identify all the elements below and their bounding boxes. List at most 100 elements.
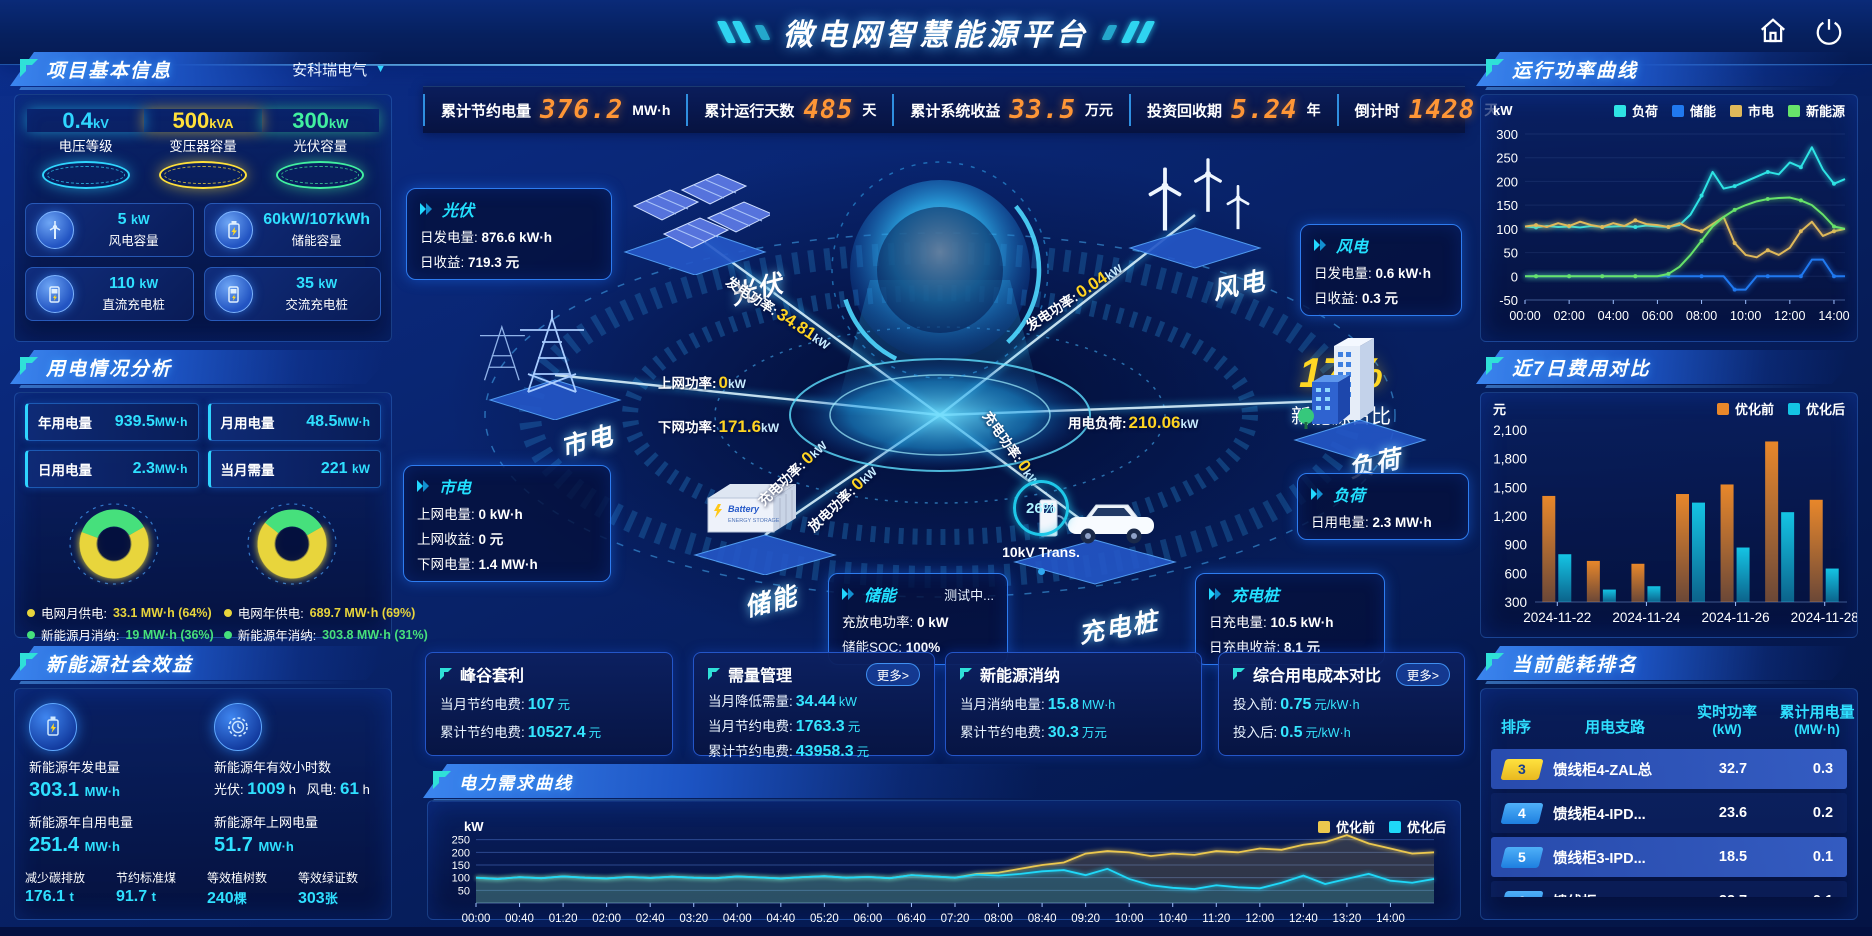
svg-text:04:00: 04:00 — [1598, 309, 1629, 323]
svg-text:300: 300 — [1504, 595, 1527, 610]
panel-title: 运行功率曲线 — [1512, 60, 1639, 82]
podium-ring — [276, 161, 365, 190]
svg-text:13:20: 13:20 — [1333, 913, 1362, 925]
benefit-trees: 等效植树数 240棵 — [207, 871, 268, 907]
kpi-value: 5.24 — [1231, 95, 1298, 125]
benefit-to-grid: 新能源年上网电量 51.7 MW·h — [214, 815, 319, 856]
company-select[interactable]: 安科瑞电气 ▼ — [292, 59, 386, 80]
panel-corner-icon — [431, 769, 453, 796]
svg-text:14:00: 14:00 — [1376, 913, 1405, 925]
more-button[interactable]: 更多> — [1395, 662, 1450, 686]
capacity-card-dc-charger: 110 kW 直流充电桩 — [25, 267, 195, 322]
pv-node-icon — [620, 160, 774, 280]
svg-text:50: 50 — [1504, 246, 1518, 261]
svg-text:ENERGY STORAGE: ENERGY STORAGE — [728, 518, 780, 524]
charger-icon — [36, 275, 74, 314]
page-title: 微电网智慧能源平台 — [783, 19, 1089, 52]
svg-text:250: 250 — [1496, 151, 1518, 166]
stat-day-usage: 日用电量 2.3MW·h — [25, 450, 199, 488]
panel-project-info: 项目基本信息 安科瑞电气 ▼ 0.4kV 电压等级 500kVA 变压器容量 — [10, 52, 396, 344]
panel-corner-icon — [18, 57, 40, 84]
svg-text:50: 50 — [458, 885, 470, 897]
svg-text:1,800: 1,800 — [1493, 452, 1527, 467]
capacity-card-ac-charger: 35 kW 交流充电桩 — [204, 267, 381, 322]
svg-text:2024-11-26: 2024-11-26 — [1702, 610, 1770, 625]
stat-month-demand: 当月需量 221 kW — [207, 450, 381, 488]
kpi-unit: 万元 — [1085, 102, 1114, 118]
table-row[interactable]: 4 馈线柜4-IPD... 23.6 0.2 — [1491, 793, 1847, 833]
svg-text:12:40: 12:40 — [1289, 913, 1318, 925]
svg-text:10:40: 10:40 — [1158, 913, 1187, 925]
svg-text:2024-11-24: 2024-11-24 — [1612, 610, 1681, 625]
svg-text:200: 200 — [452, 847, 470, 859]
svg-text:06:40: 06:40 — [897, 913, 926, 925]
chart-legend: 负荷 储能 市电 新能源 — [1613, 101, 1845, 120]
kpi-label: 累计系统收益 — [910, 102, 1001, 120]
svg-text:150: 150 — [1496, 198, 1518, 213]
svg-text:12:00: 12:00 — [1774, 309, 1805, 323]
benefit-co2: 减少碳排放 176.1 t — [25, 871, 86, 905]
svg-text:05:20: 05:20 — [810, 913, 839, 925]
svg-text:02:00: 02:00 — [592, 913, 621, 925]
table-row[interactable]: 5 馈线柜3-IPD... 18.5 0.1 — [1491, 837, 1847, 877]
flow-from-grid-power: 下网功率: 171.6kW — [658, 417, 780, 436]
panel-cost-compare: 近7日费用对比 元 优化前 优化后 300 600 900 1,200 1,500 1,80… — [1476, 350, 1862, 640]
svg-text:150: 150 — [452, 860, 470, 872]
benefit-certs: 等效绿证数 303张 — [298, 871, 359, 907]
panel-energy-ranking: 当前能耗排名 排序 用电支路 实时功率 (kW) 累计用电量 (MW·h) 3 馈线… — [1476, 646, 1862, 922]
legend-item: 优化前 — [1317, 817, 1375, 836]
legend-item: 优化后 — [1787, 399, 1845, 418]
legend-item: 市电 — [1729, 101, 1774, 120]
svg-text:14:00: 14:00 — [1818, 309, 1849, 323]
svg-text:00:40: 00:40 — [505, 913, 534, 925]
power-icon[interactable] — [1814, 16, 1844, 46]
energy-icon — [29, 703, 77, 751]
legend-item: 新能源月消纳: 19 MW·h (36%) — [27, 625, 214, 644]
kpi-label: 投资回收期 — [1147, 102, 1223, 120]
wind-info-box: 风电 日发电量: 0.6 kW·h 日收益: 0.3 元 — [1300, 224, 1462, 316]
home-icon[interactable] — [1758, 16, 1788, 46]
card-peak-valley-arbitrage: 峰谷套利 当月节约电费: 107 元 累计节约电费: 10527.4 元 — [425, 652, 673, 756]
table-row[interactable]: 6 馈线柜6-IPD 22.7 0.1 — [1491, 881, 1847, 897]
svg-text:08:00: 08:00 — [1686, 309, 1717, 323]
legend-item: 电网年供电: 689.7 MW·h (69%) — [223, 603, 428, 622]
kpi-unit: MW·h — [632, 102, 671, 118]
wind-turbine-icon — [36, 211, 74, 250]
demand-curve-chart: 50 100 150 200 250 00:00 00:40 01:20 02:00 02:40 0… — [434, 819, 1454, 936]
svg-text:0: 0 — [1511, 269, 1518, 284]
svg-text:04:40: 04:40 — [766, 913, 795, 925]
panel-corner-icon — [1484, 651, 1506, 678]
rank-badge: 3 — [1500, 758, 1544, 780]
svg-text:02:00: 02:00 — [1553, 309, 1584, 323]
svg-text:100: 100 — [452, 873, 470, 885]
y-axis-label: kW — [1493, 103, 1513, 118]
ranking-table-header: 排序 用电支路 实时功率 (kW) 累计用电量 (MW·h) — [1500, 704, 1855, 737]
podium-ring — [158, 161, 247, 190]
svg-text:03:20: 03:20 — [679, 913, 708, 925]
storage-status: 测试中... — [944, 587, 994, 603]
svg-text:250: 250 — [452, 835, 470, 847]
kpi-payback: 投资回收期 5.24 年 — [1129, 94, 1337, 126]
battery-icon — [215, 211, 254, 250]
svg-text:200: 200 — [1496, 174, 1518, 189]
legend-item: 储能 — [1671, 101, 1716, 120]
svg-text:100: 100 — [1496, 222, 1518, 237]
svg-text:11:20: 11:20 — [1202, 913, 1230, 925]
charger-icon — [215, 275, 254, 314]
panel-demand-curve: 电力需求曲线 kW 优化前 优化后 50 100 150 200 250 00:00 00:4… — [423, 764, 1465, 925]
grid-node-icon — [478, 300, 630, 425]
podium-pv: 300kW 光伏容量 — [262, 109, 379, 190]
transformer-ring: 26% — [1013, 480, 1069, 536]
more-button[interactable]: 更多> — [865, 662, 920, 686]
kpi-bar: 累计节约电量 376.2 MW·h 累计运行天数 485 天 累计系统收益 33… — [423, 86, 1498, 133]
pv-info-box: 光伏 日发电量: 876.6 kW·h 日收益: 719.3 元 — [406, 188, 612, 280]
load-node-icon — [1290, 330, 1430, 465]
legend-item: 优化后 — [1388, 817, 1446, 836]
kpi-unit: 天 — [862, 102, 877, 118]
kpi-label: 累计运行天数 — [704, 102, 795, 120]
card-renewable-consumption: 新能源消纳 当月消纳电量: 15.8 MW·h 累计节约电费: 30.3 万元 — [945, 652, 1202, 756]
svg-text:04:00: 04:00 — [723, 913, 752, 925]
panel-corner-icon — [1484, 355, 1506, 382]
panel-title: 用电情况分析 — [46, 358, 173, 380]
table-row[interactable]: 3 馈线柜4-ZAL总 32.7 0.3 — [1491, 749, 1847, 789]
